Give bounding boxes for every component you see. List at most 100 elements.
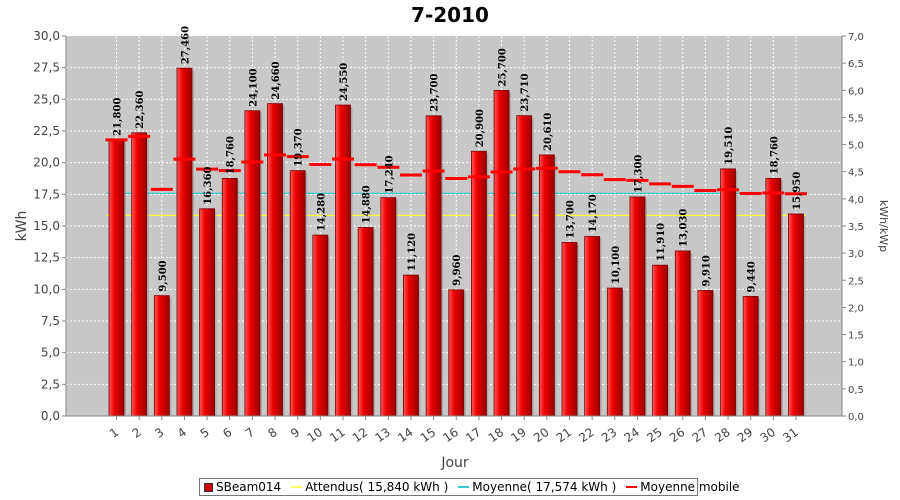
bar [629,196,646,417]
data-label: 24,550 [339,63,350,101]
legend-item-production: SBeam014 [204,480,281,494]
legend-item-average: Moyenne( 17,574 kWh ) [458,480,616,494]
bar [788,213,804,417]
x-tick-label: 11 [327,425,348,445]
chart-title: 7-2010 [411,3,489,27]
bar [176,67,193,417]
y-right-tick-label: 5,5 [848,113,864,124]
bar [108,139,125,417]
y-right-tick-label: 1,0 [848,358,864,369]
bar [403,274,419,417]
x-tick-label: 16 [440,425,461,445]
bar [267,103,283,417]
data-labels: 21,800 22,360 9,500 27,460 16,360 18,760 24,10… [113,26,804,293]
x-tick-label: 26 [667,425,688,445]
data-label: 9,960 [452,254,463,285]
data-label: 20,900 [475,109,486,147]
data-label: 24,100 [248,68,259,106]
y-right-tick-label: 5,0 [848,141,864,152]
data-label: 11,120 [407,233,418,271]
y-right-tick-label: 7,0 [848,32,864,43]
data-label: 20,610 [543,113,554,151]
data-label: 18,760 [769,136,780,174]
x-tick-label: 30 [758,425,779,445]
y-right-tick-label: 3,0 [848,249,864,260]
x-tick-label: 22 [576,425,597,445]
legend: SBeam014 Attendus( 15,840 kWh ) Moyenne(… [199,478,740,496]
bar [335,104,351,417]
x-tick-label: 9 [288,425,302,441]
x-tick-label: 29 [735,425,756,445]
data-label: 14,280 [316,193,327,231]
x-tick-label: 6 [220,425,234,441]
bar [448,289,465,417]
bar [380,197,397,417]
legend-label-average: Moyenne( 17,574 kWh ) [472,480,617,494]
data-label: 21,800 [113,98,124,136]
bar [606,287,623,417]
bar [357,227,374,417]
y-axis-label: kWh [14,211,30,242]
x-tick-label: 25 [644,425,665,445]
y-right-tick-label: 0,5 [848,385,864,396]
x-tick-label: 1 [107,425,121,441]
x-tick-label: 7 [243,425,257,441]
x-tick-label: 24 [622,425,643,445]
y-tick-label: 22,5 [33,124,60,138]
y-tick-label: 17,5 [33,187,60,201]
y-right-tick-label: 3,5 [848,222,864,233]
data-label: 18,760 [226,136,237,174]
legend-swatch-production [204,482,213,492]
bar [765,177,782,417]
legend-item-expected: Attendus( 15,840 kWh ) [291,480,448,494]
axes: 0,02,55,07,510,012,515,017,520,022,525,0… [33,29,864,445]
data-label: 17,240 [384,155,395,193]
data-label: 27,460 [180,26,191,64]
x-tick-label: 13 [372,425,393,445]
x-tick-label: 4 [175,425,189,441]
data-label: 9,910 [701,255,712,286]
y-tick-label: 12,5 [33,251,60,265]
y-axis-right-label: kWh/kWp [877,200,890,252]
y-tick-label: 15,0 [33,219,60,233]
data-label: 19,510 [724,127,735,165]
data-label: 9,440 [747,261,758,292]
y-tick-label: 7,5 [41,314,60,328]
bar [652,264,668,417]
legend-swatch-average [458,486,470,488]
data-label: 14,170 [588,194,599,232]
y-tick-label: 0,0 [41,409,60,423]
data-label: 9,500 [158,260,169,291]
x-tick-label: 17 [463,425,484,445]
x-tick-label: 3 [152,425,166,441]
bar [584,236,601,417]
bar [674,250,691,417]
x-tick-label: 31 [780,425,801,445]
x-tick-label: 23 [599,425,620,445]
y-tick-label: 20,0 [33,156,60,170]
x-tick-label: 19 [508,425,529,445]
x-tick-label: 18 [486,425,507,445]
bar [221,177,238,417]
data-label: 13,700 [566,200,577,238]
y-tick-label: 5,0 [41,346,60,360]
bar [697,290,714,417]
x-tick-label: 27 [690,425,711,445]
legend-label-moving-average: Moyenne mobile [640,480,740,494]
bar [720,168,736,417]
x-tick-label: 15 [418,425,439,445]
legend-item-moving-average: Moyenne mobile [626,480,740,494]
bar [289,170,306,417]
bar [199,208,216,417]
bar [493,90,510,417]
bar [561,242,578,417]
x-axis-label: Jour [440,455,469,471]
data-label: 16,360 [203,166,214,204]
y-right-tick-label: 1,5 [848,331,864,342]
y-tick-label: 25,0 [33,92,60,106]
moving-average [105,134,807,196]
y-right-tick-label: 4,5 [848,168,864,179]
x-tick-label: 20 [531,425,552,445]
bar [312,234,329,417]
data-label: 10,100 [611,246,622,284]
